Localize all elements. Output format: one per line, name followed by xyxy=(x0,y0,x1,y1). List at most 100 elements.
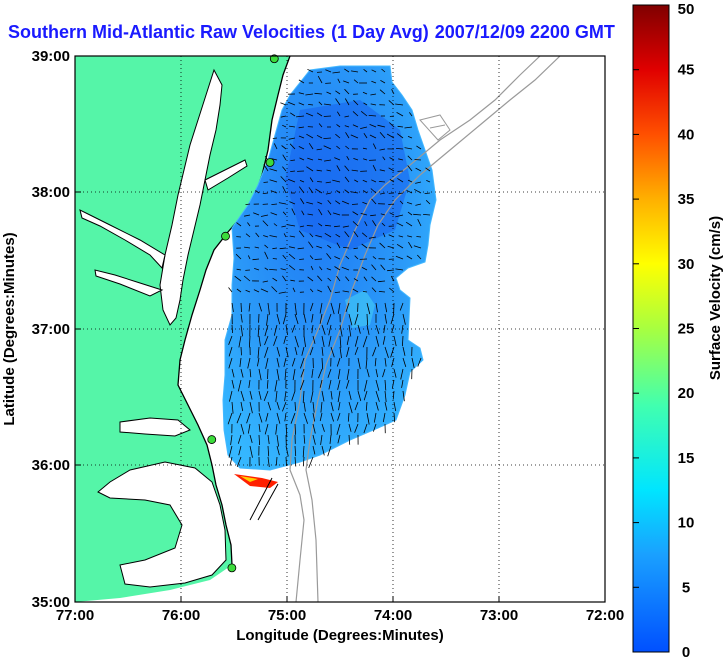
velocity-vector xyxy=(307,276,314,282)
velocity-vector xyxy=(382,368,386,378)
velocity-vector xyxy=(375,302,378,313)
bay-branch-potomac xyxy=(79,209,166,270)
velocity-vector xyxy=(392,390,395,400)
velocity-vector xyxy=(402,346,406,356)
y-tick-label: 39:00 xyxy=(32,48,70,65)
velocity-vector xyxy=(405,221,413,227)
velocity-vector xyxy=(391,357,395,367)
colorbar-tick-label: 30 xyxy=(678,256,695,273)
velocity-vector xyxy=(272,258,278,260)
velocity-vector xyxy=(327,285,332,293)
velocity-vector xyxy=(399,302,404,311)
velocity-vector xyxy=(276,346,281,357)
velocity-vector xyxy=(264,423,269,435)
velocity-vector xyxy=(404,147,413,150)
velocity-vector xyxy=(366,302,371,315)
velocity-vector xyxy=(363,390,368,401)
velocity-vector xyxy=(344,125,350,128)
velocity-vector xyxy=(240,302,242,313)
tick-marks xyxy=(74,55,606,603)
radar-station-marker xyxy=(207,435,217,444)
velocity-vector xyxy=(379,131,386,139)
velocity-vector xyxy=(275,390,278,402)
velocity-vector xyxy=(317,201,323,205)
velocity-vector xyxy=(318,368,323,379)
velocity-vector xyxy=(336,242,341,249)
map-title: Southern Mid-Atlantic Raw Velocities (1 D… xyxy=(8,22,621,43)
velocity-vector xyxy=(336,145,341,150)
velocity-vector xyxy=(269,168,278,172)
sound xyxy=(97,461,227,588)
velocity-vector xyxy=(296,115,305,118)
velocity-vector xyxy=(314,92,323,95)
velocity-vector xyxy=(307,213,314,216)
velocity-vector xyxy=(415,181,422,184)
velocity-vector xyxy=(291,357,296,367)
velocity-vector xyxy=(303,434,306,444)
velocity-vector xyxy=(294,401,296,411)
velocity-vector xyxy=(342,290,350,293)
velocity-vector xyxy=(282,313,287,325)
velocity-vector xyxy=(326,253,332,260)
velocity-vector xyxy=(327,199,332,205)
velocity-vector xyxy=(365,357,368,369)
velocity-vector xyxy=(352,221,359,227)
velocity-vector xyxy=(362,179,368,183)
velocity-vector xyxy=(395,255,404,260)
velocity-vector xyxy=(395,103,404,106)
velocity-vector xyxy=(264,346,269,358)
velocity-vector xyxy=(238,335,242,348)
velocity-vector xyxy=(319,313,323,324)
velocity-vector xyxy=(279,247,287,250)
velocity-vector xyxy=(334,266,341,271)
velocity-vector xyxy=(407,179,413,183)
velocity-vector xyxy=(298,102,305,106)
velocity-vector xyxy=(238,445,242,456)
bathymetry-contour-2 xyxy=(305,56,561,602)
velocity-vector xyxy=(391,89,395,95)
velocity-vector xyxy=(344,88,350,95)
velocity-vector xyxy=(290,412,296,424)
velocity-vector xyxy=(389,212,395,216)
velocity-vector xyxy=(267,434,270,445)
velocity-vector xyxy=(285,456,287,467)
velocity-vector xyxy=(318,101,323,106)
velocity-vector xyxy=(330,390,333,400)
velocity-vector xyxy=(396,222,404,227)
velocity-vector xyxy=(396,243,404,249)
velocity-vector xyxy=(352,211,359,216)
velocity-vector xyxy=(228,357,233,369)
velocity-vector xyxy=(361,267,368,271)
velocity-vector xyxy=(306,133,314,139)
velocity-vector xyxy=(363,132,368,139)
velocity-vector xyxy=(344,98,350,106)
velocity-vector xyxy=(228,445,233,458)
velocity-vector xyxy=(363,68,368,73)
velocity-vector xyxy=(249,445,253,458)
y-tick-label: 38:00 xyxy=(32,184,70,201)
velocity-vector xyxy=(395,214,404,218)
velocity-vector xyxy=(332,179,341,183)
velocity-vector xyxy=(247,423,251,434)
velocity-vector xyxy=(354,401,359,411)
velocity-vector xyxy=(390,346,395,358)
velocity-vector xyxy=(318,208,323,216)
velocity-vector xyxy=(239,357,242,367)
colorbar-tick-label: 5 xyxy=(682,579,690,596)
velocity-vector xyxy=(266,313,269,326)
velocity-vector xyxy=(300,368,305,378)
velocity-vector xyxy=(339,324,343,337)
velocity-vector xyxy=(375,324,380,335)
velocity-vector xyxy=(308,241,314,249)
velocity-vector xyxy=(362,147,368,150)
velocity-vector xyxy=(236,412,242,424)
velocity-vector xyxy=(384,346,389,359)
velocity-vector xyxy=(324,232,332,238)
velocity-vector xyxy=(312,434,316,445)
velocity-vector xyxy=(280,268,287,271)
velocity-vector xyxy=(263,235,269,238)
velocity-vector xyxy=(371,198,377,205)
velocity-vector xyxy=(278,291,287,294)
velocity-vector xyxy=(330,412,334,422)
velocity-vector xyxy=(303,335,306,347)
